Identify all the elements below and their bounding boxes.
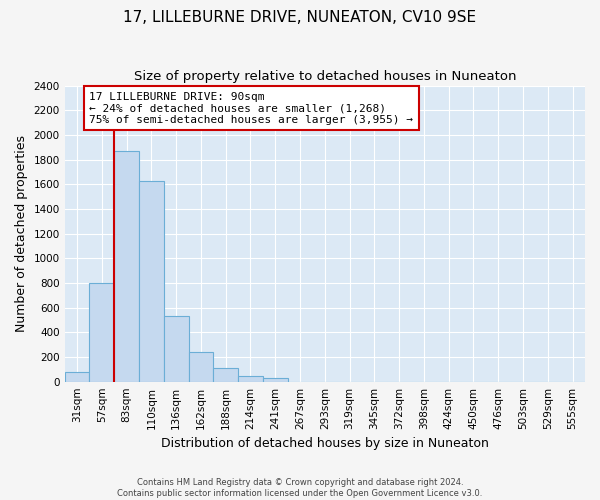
Bar: [164, 316, 188, 382]
Bar: [214, 368, 238, 382]
Bar: [263, 378, 287, 382]
Y-axis label: Number of detached properties: Number of detached properties: [15, 135, 28, 332]
Bar: [65, 372, 89, 382]
X-axis label: Distribution of detached houses by size in Nuneaton: Distribution of detached houses by size …: [161, 437, 489, 450]
Bar: [114, 151, 139, 382]
Text: Contains HM Land Registry data © Crown copyright and database right 2024.
Contai: Contains HM Land Registry data © Crown c…: [118, 478, 482, 498]
Bar: [139, 180, 164, 382]
Bar: [238, 376, 263, 382]
Title: Size of property relative to detached houses in Nuneaton: Size of property relative to detached ho…: [134, 70, 516, 83]
Bar: [89, 283, 114, 382]
Text: 17 LILLEBURNE DRIVE: 90sqm
← 24% of detached houses are smaller (1,268)
75% of s: 17 LILLEBURNE DRIVE: 90sqm ← 24% of deta…: [89, 92, 413, 125]
Text: 17, LILLEBURNE DRIVE, NUNEATON, CV10 9SE: 17, LILLEBURNE DRIVE, NUNEATON, CV10 9SE: [124, 10, 476, 25]
Bar: [188, 352, 214, 382]
